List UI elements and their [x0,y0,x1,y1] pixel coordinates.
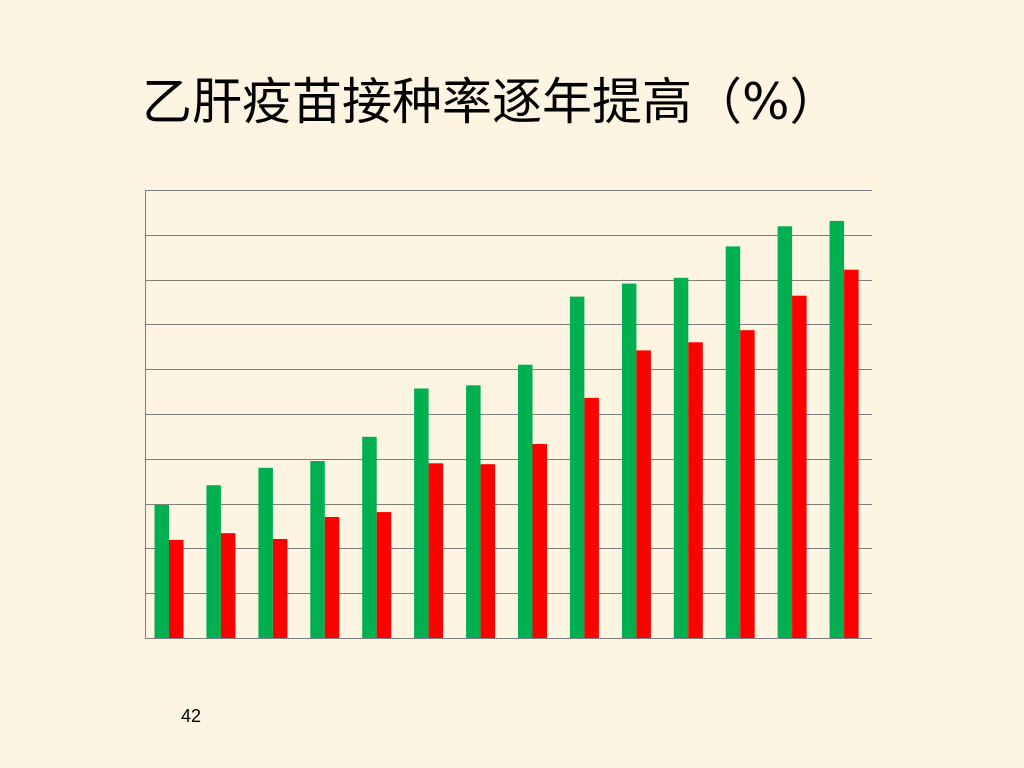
bar-green [414,388,429,638]
bar-green [154,504,169,638]
bar-red [792,295,807,638]
bar-red [272,539,288,638]
bar-red [844,269,859,638]
bar-green [777,226,793,639]
bar-red [220,533,236,638]
bar-green [206,485,221,638]
bar-red [324,517,340,638]
bar-red [636,350,651,638]
gridlines [145,190,872,594]
bar-red [428,463,444,638]
bar-green [569,296,585,638]
bar-red [688,342,703,638]
bar-red [376,512,392,638]
bar-green [725,246,741,638]
bar-green [258,467,273,638]
bar-red [480,464,496,638]
bar-green [621,283,637,638]
bar-green [466,385,481,638]
bars [154,220,859,639]
page-number: 42 [181,706,202,726]
bar-green [310,461,325,638]
bar-red [584,397,599,638]
bar-green [829,220,845,638]
slide-title: 乙肝疫苗接种率逐年提高（%） [142,73,840,131]
bar-red [532,444,547,638]
bar-red [740,330,755,638]
bar-green [673,277,689,638]
bar-red [169,539,184,638]
bar-green [518,364,533,638]
bar-green [362,436,377,638]
